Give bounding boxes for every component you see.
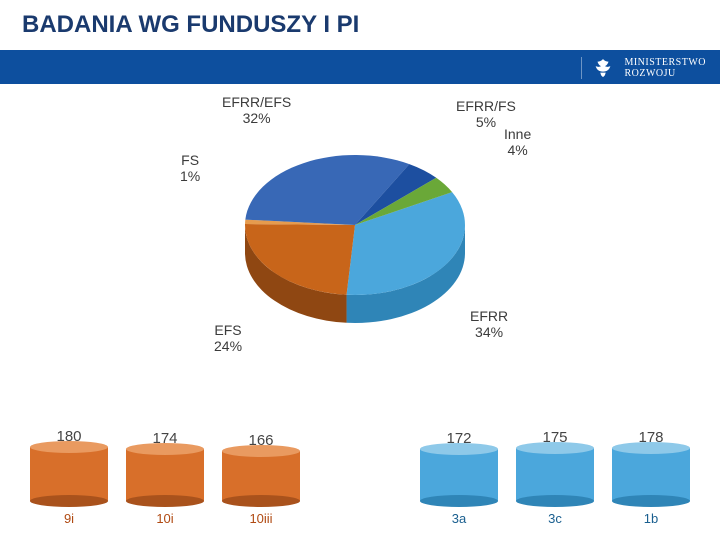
slide-root: BADANIA WG FUNDUSZY I PI MINISTERSTWO RO… <box>0 0 720 540</box>
bar-label-9i: 9i <box>64 511 74 526</box>
bar-10iii: 166 10iii <box>222 432 300 526</box>
bar-label-3a: 3a <box>452 511 466 526</box>
pie-label-efrr: EFRR34% <box>470 308 508 340</box>
bar-9i: 180 9i <box>30 428 108 526</box>
pie-label-efs: EFS24% <box>214 322 242 354</box>
pie-label-efrr_efs: EFRR/EFS32% <box>222 94 291 126</box>
ministry-text: MINISTERSTWO ROZWOJU <box>624 57 706 80</box>
bar-3c: 175 3c <box>516 429 594 526</box>
bar-1b: 178 1b <box>612 429 690 526</box>
bar-3a: 172 3a <box>420 430 498 526</box>
bar-10i: 174 10i <box>126 430 204 526</box>
bar-label-10i: 10i <box>156 511 173 526</box>
eagle-icon <box>592 57 614 79</box>
pie-chart: EFRR34%EFS24%FS1%EFRR/EFS32%EFRR/FS5%Inn… <box>140 100 580 380</box>
header-band: MINISTERSTWO ROZWOJU <box>0 52 720 84</box>
bar-label-3c: 3c <box>548 511 562 526</box>
bar-label-1b: 1b <box>644 511 658 526</box>
page-title: BADANIA WG FUNDUSZY I PI <box>0 0 720 52</box>
ministry-line1: MINISTERSTWO <box>624 57 706 69</box>
pie-label-inne: Inne4% <box>504 126 531 158</box>
pie-canvas <box>240 140 470 330</box>
bar-chart: 180 9i 174 10i 166 <box>0 430 720 540</box>
ministry-divider <box>581 57 582 79</box>
bar-label-10iii: 10iii <box>249 511 272 526</box>
ministry-logo: MINISTERSTWO ROZWOJU <box>581 57 706 80</box>
pie-label-fs: FS1% <box>180 152 200 184</box>
ministry-line2: ROZWOJU <box>624 68 706 80</box>
